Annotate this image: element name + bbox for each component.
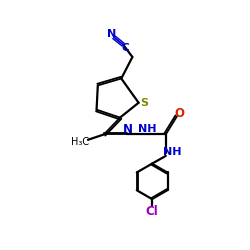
Text: C: C (121, 42, 129, 52)
Text: O: O (174, 107, 184, 120)
Text: NH: NH (138, 124, 156, 134)
Text: S: S (140, 98, 148, 108)
Text: Cl: Cl (146, 205, 158, 218)
Text: H₃C: H₃C (71, 137, 89, 147)
Text: NH: NH (163, 147, 181, 157)
Text: N: N (123, 123, 133, 136)
Text: N: N (107, 29, 116, 39)
